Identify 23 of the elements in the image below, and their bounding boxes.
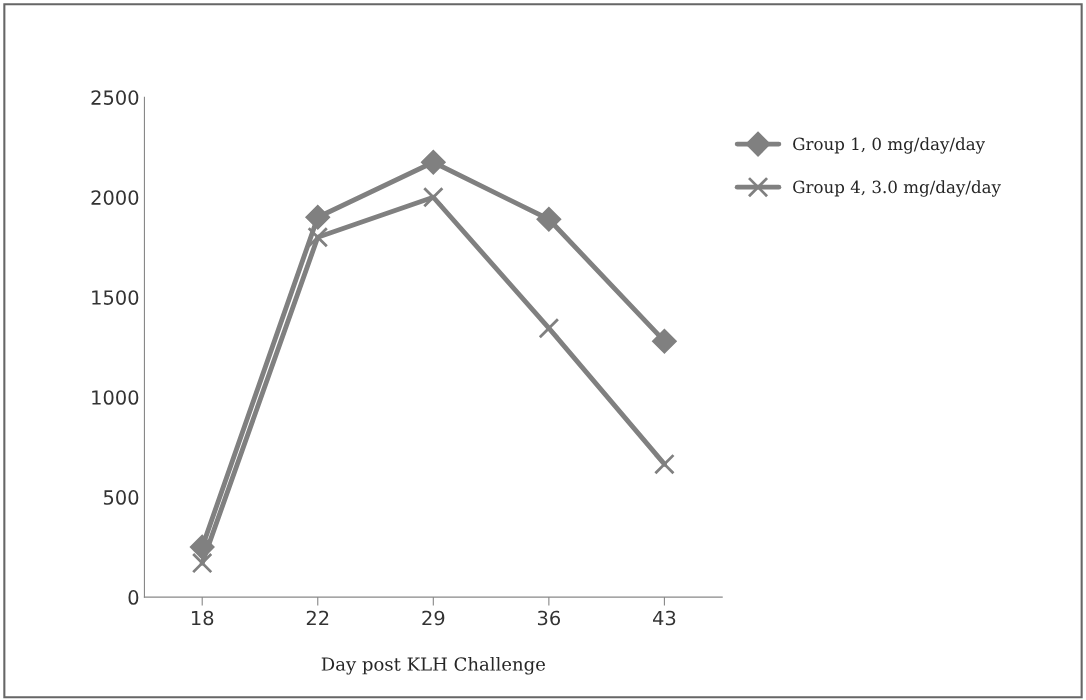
point: [307, 226, 329, 248]
y-tick-label: 2000: [91, 190, 139, 205]
y-tick-label: 1000: [92, 390, 139, 405]
x-tick-label: 36: [537, 610, 561, 626]
x-tick-label: 29: [422, 610, 445, 626]
legend-label: Group 4, 3.0 mg/day/day: [793, 180, 1001, 197]
legend-label: Group 1, 0 mg/day/day: [793, 137, 985, 154]
y-tick-label: 0: [128, 590, 139, 605]
x-tick-label: 22: [306, 610, 329, 626]
point: [422, 186, 444, 208]
point: [191, 552, 213, 574]
x-axis-title: Day post KLH Challenge: [321, 656, 545, 675]
y-tick-label: 1500: [92, 290, 139, 305]
point: [654, 453, 675, 475]
x-tick-label: 18: [191, 610, 214, 626]
point: [538, 317, 560, 339]
point: [305, 205, 330, 230]
x-tick-label: 43: [652, 610, 676, 626]
point: [652, 329, 677, 354]
point: [536, 207, 562, 232]
y-tick-label: 2500: [91, 90, 139, 105]
y-tick-label: 500: [103, 490, 139, 505]
point: [421, 150, 446, 175]
